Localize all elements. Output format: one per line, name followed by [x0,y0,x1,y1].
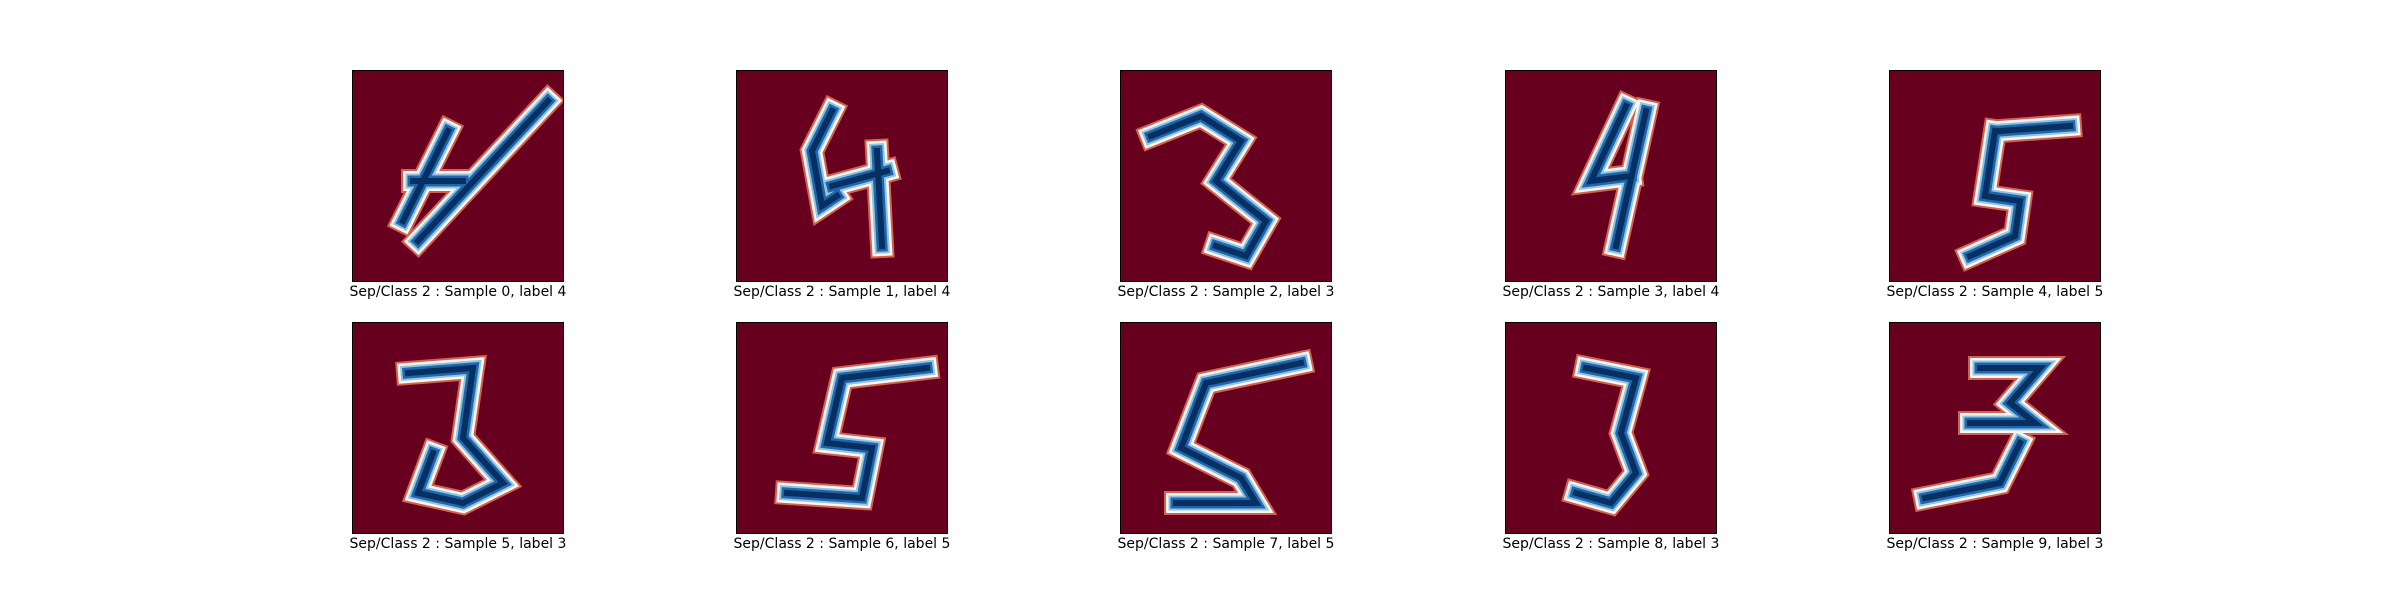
digit-heatmap [1561,353,1651,517]
digit-stroke [1921,365,2047,502]
digit-heatmap [799,94,902,259]
digit-heatmap [1164,348,1316,515]
digit-stroke [1585,102,1650,250]
sample-caption: Sep/Class 2 : Sample 4, label 5 [1886,284,2104,300]
sample-caption: Sep/Class 2 : Sample 7, label 5 [1117,536,1335,552]
digit-heatmap [386,84,563,258]
sample-panel: Sep/Class 2 : Sample 9, label 3 [1887,322,2103,552]
sample-caption: Sep/Class 2 : Sample 3, label 4 [1502,284,1720,300]
digit-image [1889,322,2101,534]
sample-panel: Sep/Class 2 : Sample 1, label 4 [734,70,950,300]
sample-panel: Sep/Class 2 : Sample 7, label 5 [1118,322,1334,552]
sample-panel: Sep/Class 2 : Sample 4, label 5 [1887,70,2103,300]
digit-image [352,322,564,534]
digit-stroke [1966,122,2074,260]
sample-panel: Sep/Class 2 : Sample 2, label 3 [1118,70,1334,300]
sample-caption: Sep/Class 2 : Sample 9, label 3 [1886,536,2104,552]
digit-heatmap [774,354,941,511]
digit-image [1505,322,1717,534]
digit-heatmap [395,354,523,516]
sample-caption: Sep/Class 2 : Sample 8, label 3 [1502,536,1720,552]
digit-heatmap [1135,102,1282,271]
digit-heatmap [1954,113,2083,272]
sample-caption: Sep/Class 2 : Sample 5, label 3 [349,536,567,552]
digit-image [736,70,948,282]
digit-stroke [1572,364,1640,507]
digit-image [1120,70,1332,282]
sample-caption: Sep/Class 2 : Sample 2, label 3 [1117,284,1335,300]
sample-panel: Sep/Class 2 : Sample 0, label 4 [350,70,566,300]
digit-image [1120,322,1332,534]
sample-caption: Sep/Class 2 : Sample 6, label 5 [733,536,951,552]
digit-stroke [1173,359,1305,506]
digit-stroke [404,364,508,507]
sample-panel: Sep/Class 2 : Sample 3, label 4 [1503,70,1719,300]
sample-caption: Sep/Class 2 : Sample 0, label 4 [349,284,567,300]
sample-panel: Sep/Class 2 : Sample 6, label 5 [734,322,950,552]
digit-image [352,70,564,282]
sample-caption: Sep/Class 2 : Sample 1, label 4 [733,284,951,300]
digit-stroke [398,96,553,246]
digit-image [736,322,948,534]
digit-stroke [808,106,891,250]
digit-stroke [783,364,931,502]
sample-panel: Sep/Class 2 : Sample 5, label 3 [350,322,566,552]
digit-heatmap [1910,356,2070,513]
digit-stroke [1147,112,1270,260]
digit-image [1889,70,2101,282]
digit-image [1505,70,1717,282]
digit-heatmap [1570,90,1661,261]
sample-panel: Sep/Class 2 : Sample 8, label 3 [1503,322,1719,552]
